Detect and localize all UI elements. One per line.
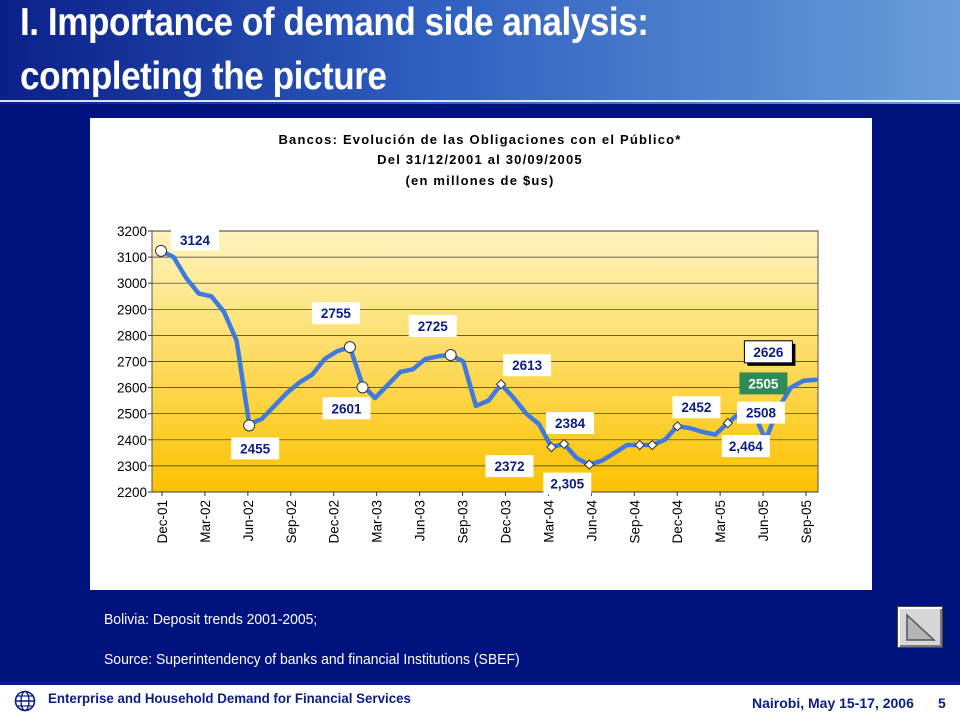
point-label-box	[503, 354, 552, 377]
data-marker	[546, 441, 557, 453]
y-tick-label: 2500	[117, 407, 147, 422]
triangle-icon	[906, 613, 936, 641]
x-tick-label: Mar-03	[370, 500, 385, 543]
footer-location-date: Nairobi, May 15-17, 2006	[752, 695, 914, 711]
point-label: 2613	[512, 358, 543, 373]
x-tick-label: Sep-05	[799, 500, 814, 544]
point-label-box	[231, 437, 280, 460]
data-marker	[634, 439, 645, 451]
point-label: 2,464	[729, 439, 763, 454]
footer-rule	[0, 682, 960, 685]
point-label-box	[322, 397, 371, 420]
point-label: 2505	[748, 376, 779, 391]
point-label: 2452	[681, 400, 711, 415]
point-label: 2455	[240, 441, 271, 456]
point-label-box	[171, 228, 219, 251]
data-marker	[722, 417, 734, 429]
chart-caption: Bolivia: Deposit trends 2001-2005;	[104, 611, 318, 628]
data-marker	[243, 419, 256, 432]
series-line	[158, 248, 819, 467]
x-tick-label: Sep-04	[627, 500, 642, 544]
footer-event-title: Enterprise and Household Demand for Fina…	[48, 690, 411, 706]
y-tick-label: 3200	[117, 224, 147, 239]
point-label-box	[543, 472, 592, 495]
y-tick-label: 2200	[117, 485, 147, 500]
data-marker	[343, 341, 356, 354]
nav-back-button[interactable]	[897, 606, 943, 648]
point-label: 2626	[753, 345, 784, 360]
chart-subtitle-dates: Del 31/12/2001 al 30/09/2005	[377, 152, 583, 167]
point-label: 2,305	[550, 477, 584, 492]
x-tick-label: Dec-04	[670, 500, 685, 544]
point-label: 3124	[180, 233, 211, 248]
globe-icon	[14, 690, 36, 712]
x-tick-label: Jun-03	[413, 500, 428, 541]
data-marker	[155, 244, 167, 257]
y-tick-label: 2300	[117, 459, 147, 474]
point-label-box	[408, 314, 457, 337]
y-tick-label: 2800	[117, 328, 147, 343]
data-marker	[672, 421, 683, 432]
point-label: 2601	[332, 401, 363, 416]
x-tick-label: Mar-05	[713, 500, 728, 543]
point-label: 2508	[746, 406, 777, 421]
x-tick-label: Dec-02	[327, 500, 342, 544]
data-marker	[558, 438, 570, 450]
x-tick-label: Mar-02	[198, 500, 213, 543]
title-divider	[0, 100, 960, 102]
point-label-box	[311, 302, 360, 325]
slide-title: I. Importance of demand side analysis: c…	[20, 0, 649, 104]
data-marker	[495, 378, 507, 390]
x-tick-label: Sep-03	[456, 500, 471, 544]
y-tick-label: 3100	[117, 250, 147, 265]
chart-card: Bancos: Evolución de las Obligaciones co…	[90, 118, 872, 590]
point-label-box	[737, 401, 786, 424]
data-marker	[444, 348, 457, 361]
x-tick-label: Jun-02	[241, 500, 256, 541]
slide-title-line2: completing the picture	[20, 55, 387, 98]
point-label-box	[721, 435, 770, 458]
data-marker	[647, 439, 658, 451]
chart-title: Bancos: Evolución de las Obligaciones co…	[278, 132, 681, 147]
y-tick-label: 2900	[117, 302, 147, 317]
slide-title-line1: I. Importance of demand side analysis:	[20, 1, 649, 44]
point-label-box	[546, 411, 595, 434]
point-label-box	[743, 340, 793, 364]
data-marker	[356, 381, 369, 394]
x-tick-label: Dec-03	[498, 500, 513, 544]
x-tick-label: Mar-04	[541, 500, 556, 543]
y-tick-label: 2600	[117, 381, 147, 396]
data-marker	[584, 459, 595, 470]
point-label-box	[485, 455, 534, 478]
chart-subtitle-units: (en millones de $us)	[406, 173, 555, 188]
y-tick-label: 2700	[117, 355, 147, 370]
x-tick-label: Dec-01	[155, 500, 170, 544]
point-label: 2725	[418, 319, 449, 334]
title-bar	[0, 0, 960, 104]
chart-source: Source: Superintendency of banks and fin…	[104, 651, 520, 668]
x-tick-label: Sep-02	[284, 500, 299, 544]
deposit-line-chart: Bancos: Evolución de las Obligaciones co…	[117, 132, 819, 544]
x-tick-label: Jun-04	[584, 500, 599, 542]
x-tick-label: Jun-05	[756, 500, 771, 541]
point-label: 2755	[321, 306, 352, 321]
y-tick-label: 2400	[117, 433, 147, 448]
page-number: 5	[938, 695, 946, 711]
point-label-box	[672, 396, 721, 419]
point-label: 2372	[494, 459, 524, 474]
y-tick-label: 3000	[117, 276, 147, 291]
point-label-box	[739, 372, 788, 395]
footer	[0, 682, 960, 720]
point-label: 2384	[555, 416, 586, 431]
